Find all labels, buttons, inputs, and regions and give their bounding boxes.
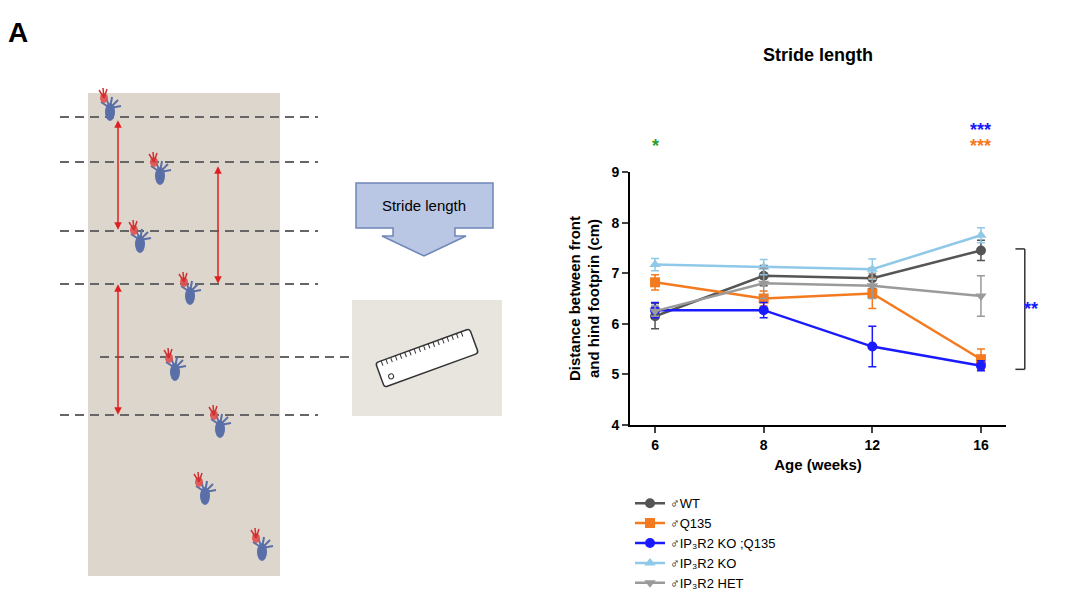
svg-text:Stride length: Stride length [382, 197, 466, 214]
svg-text:16: 16 [973, 437, 989, 453]
svg-text:9: 9 [611, 164, 619, 180]
svg-text:♂IP₃R2 KO: ♂IP₃R2 KO [670, 556, 736, 571]
svg-text:8: 8 [611, 215, 619, 231]
svg-text:*: * [652, 136, 659, 156]
svg-text:Distance between frontand hind: Distance between frontand hind footprin … [566, 216, 603, 381]
svg-text:6: 6 [651, 437, 659, 453]
svg-text:8: 8 [760, 437, 768, 453]
svg-text:♂IP₃R2 HET: ♂IP₃R2 HET [670, 576, 744, 591]
svg-text:6: 6 [611, 316, 619, 332]
svg-text:***: *** [970, 136, 991, 156]
svg-text:♂IP₃R2 KO ;Q135: ♂IP₃R2 KO ;Q135 [670, 536, 775, 551]
svg-text:7: 7 [611, 265, 619, 281]
svg-text:♂Q135: ♂Q135 [670, 516, 712, 531]
svg-text:**: ** [1024, 299, 1038, 319]
svg-text:♂WT: ♂WT [670, 496, 700, 511]
svg-text:5: 5 [611, 366, 619, 382]
svg-text:Age (weeks): Age (weeks) [774, 456, 862, 473]
svg-text:Stride length: Stride length [763, 45, 873, 65]
svg-text:12: 12 [865, 437, 881, 453]
svg-text:***: *** [970, 120, 991, 140]
svg-text:A: A [8, 17, 28, 48]
svg-text:4: 4 [611, 417, 619, 433]
